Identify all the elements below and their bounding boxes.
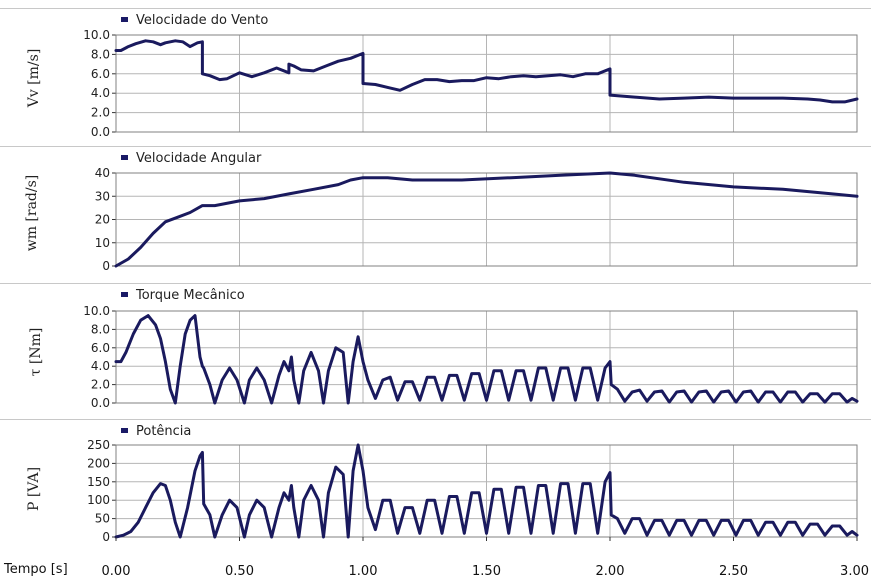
ylabel-potencia: P [VA] — [26, 466, 42, 512]
panel-divider — [0, 8, 871, 9]
y-tick-label: 20 — [95, 213, 110, 227]
y-tick-label: 10.0 — [83, 304, 110, 318]
y-tick-label: 8.0 — [91, 47, 110, 61]
plot-frame — [115, 310, 858, 404]
y-tick-label: 100 — [87, 493, 110, 507]
y-tick-label: 0.0 — [91, 396, 110, 410]
title-text: Velocidade Angular — [136, 151, 262, 166]
series-line — [114, 314, 859, 405]
x-axis-title: Tempo [s] — [4, 562, 68, 577]
plot-frame — [115, 172, 858, 267]
y-tick-label: 30 — [95, 189, 110, 203]
y-tick-label: 6.0 — [91, 67, 110, 81]
series-line — [114, 39, 859, 104]
title-text: Velocidade do Vento — [136, 13, 269, 28]
y-tick-label: 0 — [102, 530, 110, 544]
plot-frame — [115, 34, 858, 133]
x-tick-label: 2.00 — [596, 564, 625, 577]
series-line — [114, 171, 859, 268]
x-tick-label: 0.00 — [102, 564, 131, 577]
y-tick-label: 200 — [87, 456, 110, 470]
y-tick-label: 4.0 — [91, 359, 110, 373]
y-tick-label: 0 — [102, 259, 110, 273]
y-tick-label: 8.0 — [91, 322, 110, 336]
title-velocidade-vento: Velocidade do Vento — [121, 13, 268, 28]
y-tick-label: 40 — [95, 166, 110, 180]
x-tick-label: 2.50 — [719, 564, 748, 577]
title-torque-mecanico: Torque Mecânico — [121, 288, 245, 303]
y-tick-label: 2.0 — [91, 378, 110, 392]
x-tick-label: 1.50 — [472, 564, 501, 577]
y-tick-label: 150 — [87, 475, 110, 489]
ylabel-wm: wm [rad/s] — [24, 174, 40, 252]
y-tick-label: 0.0 — [91, 125, 110, 139]
ylabel-torque: τ [Nm] — [28, 327, 44, 377]
x-tick-label: 1.00 — [349, 564, 378, 577]
panel-divider — [0, 146, 871, 147]
y-tick-label: 250 — [87, 438, 110, 452]
legend-swatch — [121, 17, 128, 22]
y-tick-label: 10 — [95, 236, 110, 250]
title-text: Potência — [136, 424, 192, 439]
title-potencia: Potência — [121, 424, 191, 439]
series-line — [114, 443, 859, 539]
y-tick-label: 50 — [95, 512, 110, 526]
title-text: Torque Mecânico — [136, 288, 245, 303]
y-tick-label: 2.0 — [91, 106, 110, 120]
legend-swatch — [121, 428, 128, 433]
y-tick-label: 4.0 — [91, 86, 110, 100]
ylabel-vv: Vv [m/s] — [26, 48, 42, 108]
x-tick-label: 0.50 — [225, 564, 254, 577]
legend-swatch — [121, 155, 128, 160]
y-tick-label: 10.0 — [83, 28, 110, 42]
title-velocidade-angular: Velocidade Angular — [121, 151, 261, 166]
panel-divider — [0, 283, 871, 284]
x-tick-label: 3.00 — [840, 564, 869, 577]
y-tick-label: 6.0 — [91, 341, 110, 355]
panel-divider — [0, 419, 871, 420]
legend-swatch — [121, 292, 128, 297]
